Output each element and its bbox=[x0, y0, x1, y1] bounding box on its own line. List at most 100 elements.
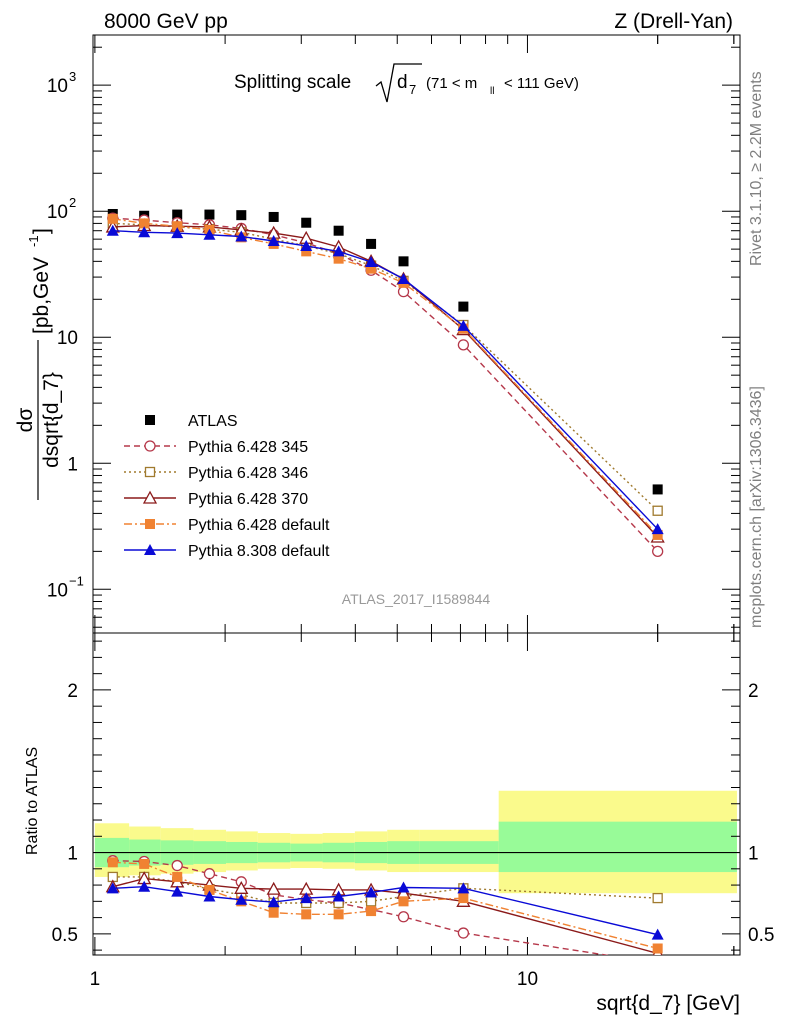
legend: ATLAS Pythia 6.428 345 Pythia 6.428 346 Pyt… bbox=[124, 413, 330, 560]
header-right: Z (Drell-Yan) bbox=[614, 10, 733, 33]
legend-marker-py370 bbox=[142, 490, 158, 504]
data-point-atlas bbox=[172, 209, 183, 220]
analysis-watermark: ATLAS_2017_I1589844 bbox=[342, 591, 491, 607]
y-tick-label: 2 bbox=[67, 681, 78, 702]
ratio-point-py6def bbox=[398, 896, 409, 907]
y-axis-label-ratio: Ratio to ATLAS bbox=[24, 747, 41, 855]
ratio-point-py346 bbox=[365, 896, 377, 907]
band-inner-bin bbox=[498, 821, 737, 873]
ratio-point-py345 bbox=[203, 868, 216, 880]
y-axis-label-top: dσ dsqrt{d_7} [pb,GeV -1 ] bbox=[14, 228, 63, 500]
data-point-py8def bbox=[332, 245, 345, 257]
y-tick-exponent: 3 bbox=[69, 69, 76, 84]
ratio-point-py6def bbox=[139, 858, 150, 869]
y-tick-label: 1 bbox=[67, 454, 78, 475]
ratio-point-py8def bbox=[138, 880, 151, 892]
legend-marker-py345 bbox=[144, 440, 156, 452]
data-point-py8def bbox=[203, 228, 216, 240]
ratio-point-py8def bbox=[235, 893, 248, 905]
plot-title: Splitting scale d 7 (71 < m ll < 111 GeV… bbox=[234, 63, 579, 103]
ylabel-denominator: dsqrt{d_7} bbox=[40, 372, 63, 468]
ratio-point-py6def bbox=[366, 906, 377, 917]
header-left: 8000 GeV pp bbox=[104, 10, 228, 33]
series-line-py6def bbox=[112, 218, 659, 536]
ylabel-unit-close: ] bbox=[30, 228, 53, 234]
ratio-point-py8def bbox=[300, 892, 313, 904]
ratio-point-py8def bbox=[365, 886, 378, 898]
ratio-point-py6def bbox=[458, 893, 469, 904]
legend-label-py345: Pythia 6.428 345 bbox=[188, 439, 308, 456]
data-point-py6def bbox=[301, 246, 312, 257]
y-tick-label: 10 bbox=[47, 202, 68, 223]
ratio-point-py345 bbox=[171, 859, 183, 872]
data-point-py8def bbox=[365, 256, 378, 268]
ratio-point-py8def bbox=[332, 890, 345, 902]
data-point-py6def bbox=[652, 529, 663, 540]
ratio-point-py8def bbox=[171, 885, 184, 897]
data-point-py346 bbox=[652, 505, 663, 516]
ratio-point-py370 bbox=[234, 880, 249, 894]
data-point-py6def bbox=[366, 263, 377, 274]
ratio-point-py345 bbox=[457, 927, 470, 939]
legend-label-atlas: ATLAS bbox=[188, 413, 238, 430]
ratio-point-py345 bbox=[397, 911, 410, 923]
y-tick-label-right: 1 bbox=[748, 844, 759, 865]
title-range-open: (71 < m bbox=[426, 75, 477, 92]
legend-marker-py346 bbox=[144, 466, 156, 478]
legend-item-py345: Pythia 6.428 345 bbox=[124, 439, 308, 456]
legend-label-py346: Pythia 6.428 346 bbox=[188, 465, 308, 482]
ratio-point-py6def bbox=[107, 857, 118, 868]
y-tick-exponent: 2 bbox=[69, 195, 76, 210]
data-point-py8def bbox=[171, 227, 184, 239]
legend-marker-py8def bbox=[144, 544, 156, 555]
y-tick-label: 10 bbox=[57, 328, 78, 349]
ratio-point-py8def bbox=[651, 928, 664, 940]
y-tick-label: 1 bbox=[67, 844, 78, 865]
data-point-atlas bbox=[333, 225, 344, 236]
data-point-py8def bbox=[267, 235, 280, 247]
ratio-point-py8def bbox=[457, 882, 470, 894]
data-point-atlas bbox=[398, 256, 409, 267]
ratio-point-py6def bbox=[204, 884, 215, 895]
legend-item-py6def: Pythia 6.428 default bbox=[124, 517, 330, 534]
ylabel-unit-open: [pb,GeV bbox=[30, 257, 53, 334]
title-symbol: d bbox=[397, 72, 408, 93]
data-point-py345 bbox=[652, 545, 664, 558]
legend-label-py370: Pythia 6.428 370 bbox=[188, 491, 308, 508]
ratio-uncertainty-band bbox=[94, 790, 737, 894]
x-tick-label: 10 bbox=[517, 969, 538, 990]
legend-item-atlas: ATLAS bbox=[145, 413, 238, 430]
rivet-version-label: Rivet 3.1.10, ≥ 2.2M events bbox=[748, 71, 765, 266]
sqrt-sign-icon bbox=[375, 63, 422, 103]
ratio-axes: 1 10 0.5 0.5 1 1 2 2 bbox=[52, 633, 774, 990]
y-tick-label: 0.5 bbox=[52, 925, 78, 946]
ratio-line-py345 bbox=[112, 860, 610, 955]
series-py8def bbox=[106, 224, 664, 535]
data-point-py8def bbox=[138, 226, 151, 238]
ratio-line-py370 bbox=[112, 877, 658, 955]
legend-label-py8def: Pythia 8.308 default bbox=[188, 543, 330, 560]
legend-label-py6def: Pythia 6.428 default bbox=[188, 517, 330, 534]
ratio-point-py6def bbox=[172, 871, 183, 882]
data-point-py8def bbox=[235, 230, 248, 242]
data-point-py8def bbox=[397, 272, 410, 284]
data-point-py8def bbox=[300, 239, 313, 251]
ratio-point-py6def bbox=[652, 943, 663, 954]
data-point-atlas bbox=[458, 301, 469, 312]
data-point-atlas bbox=[366, 238, 377, 249]
data-point-py6def bbox=[333, 253, 344, 264]
y-tick-label-right: 0.5 bbox=[748, 925, 774, 946]
ratio-series-py8def bbox=[106, 880, 664, 940]
ylabel-unit-exp: -1 bbox=[26, 235, 41, 247]
y-tick-label: 10 bbox=[47, 76, 68, 97]
ratio-point-py8def bbox=[106, 882, 119, 894]
ratio-point-py370 bbox=[266, 881, 281, 895]
data-point-atlas bbox=[652, 484, 663, 495]
title-subscript: 7 bbox=[409, 82, 416, 97]
ratio-point-py8def bbox=[397, 881, 410, 893]
data-point-py8def bbox=[651, 523, 664, 535]
data-point-py8def bbox=[106, 224, 119, 236]
data-point-py8def bbox=[457, 319, 470, 331]
